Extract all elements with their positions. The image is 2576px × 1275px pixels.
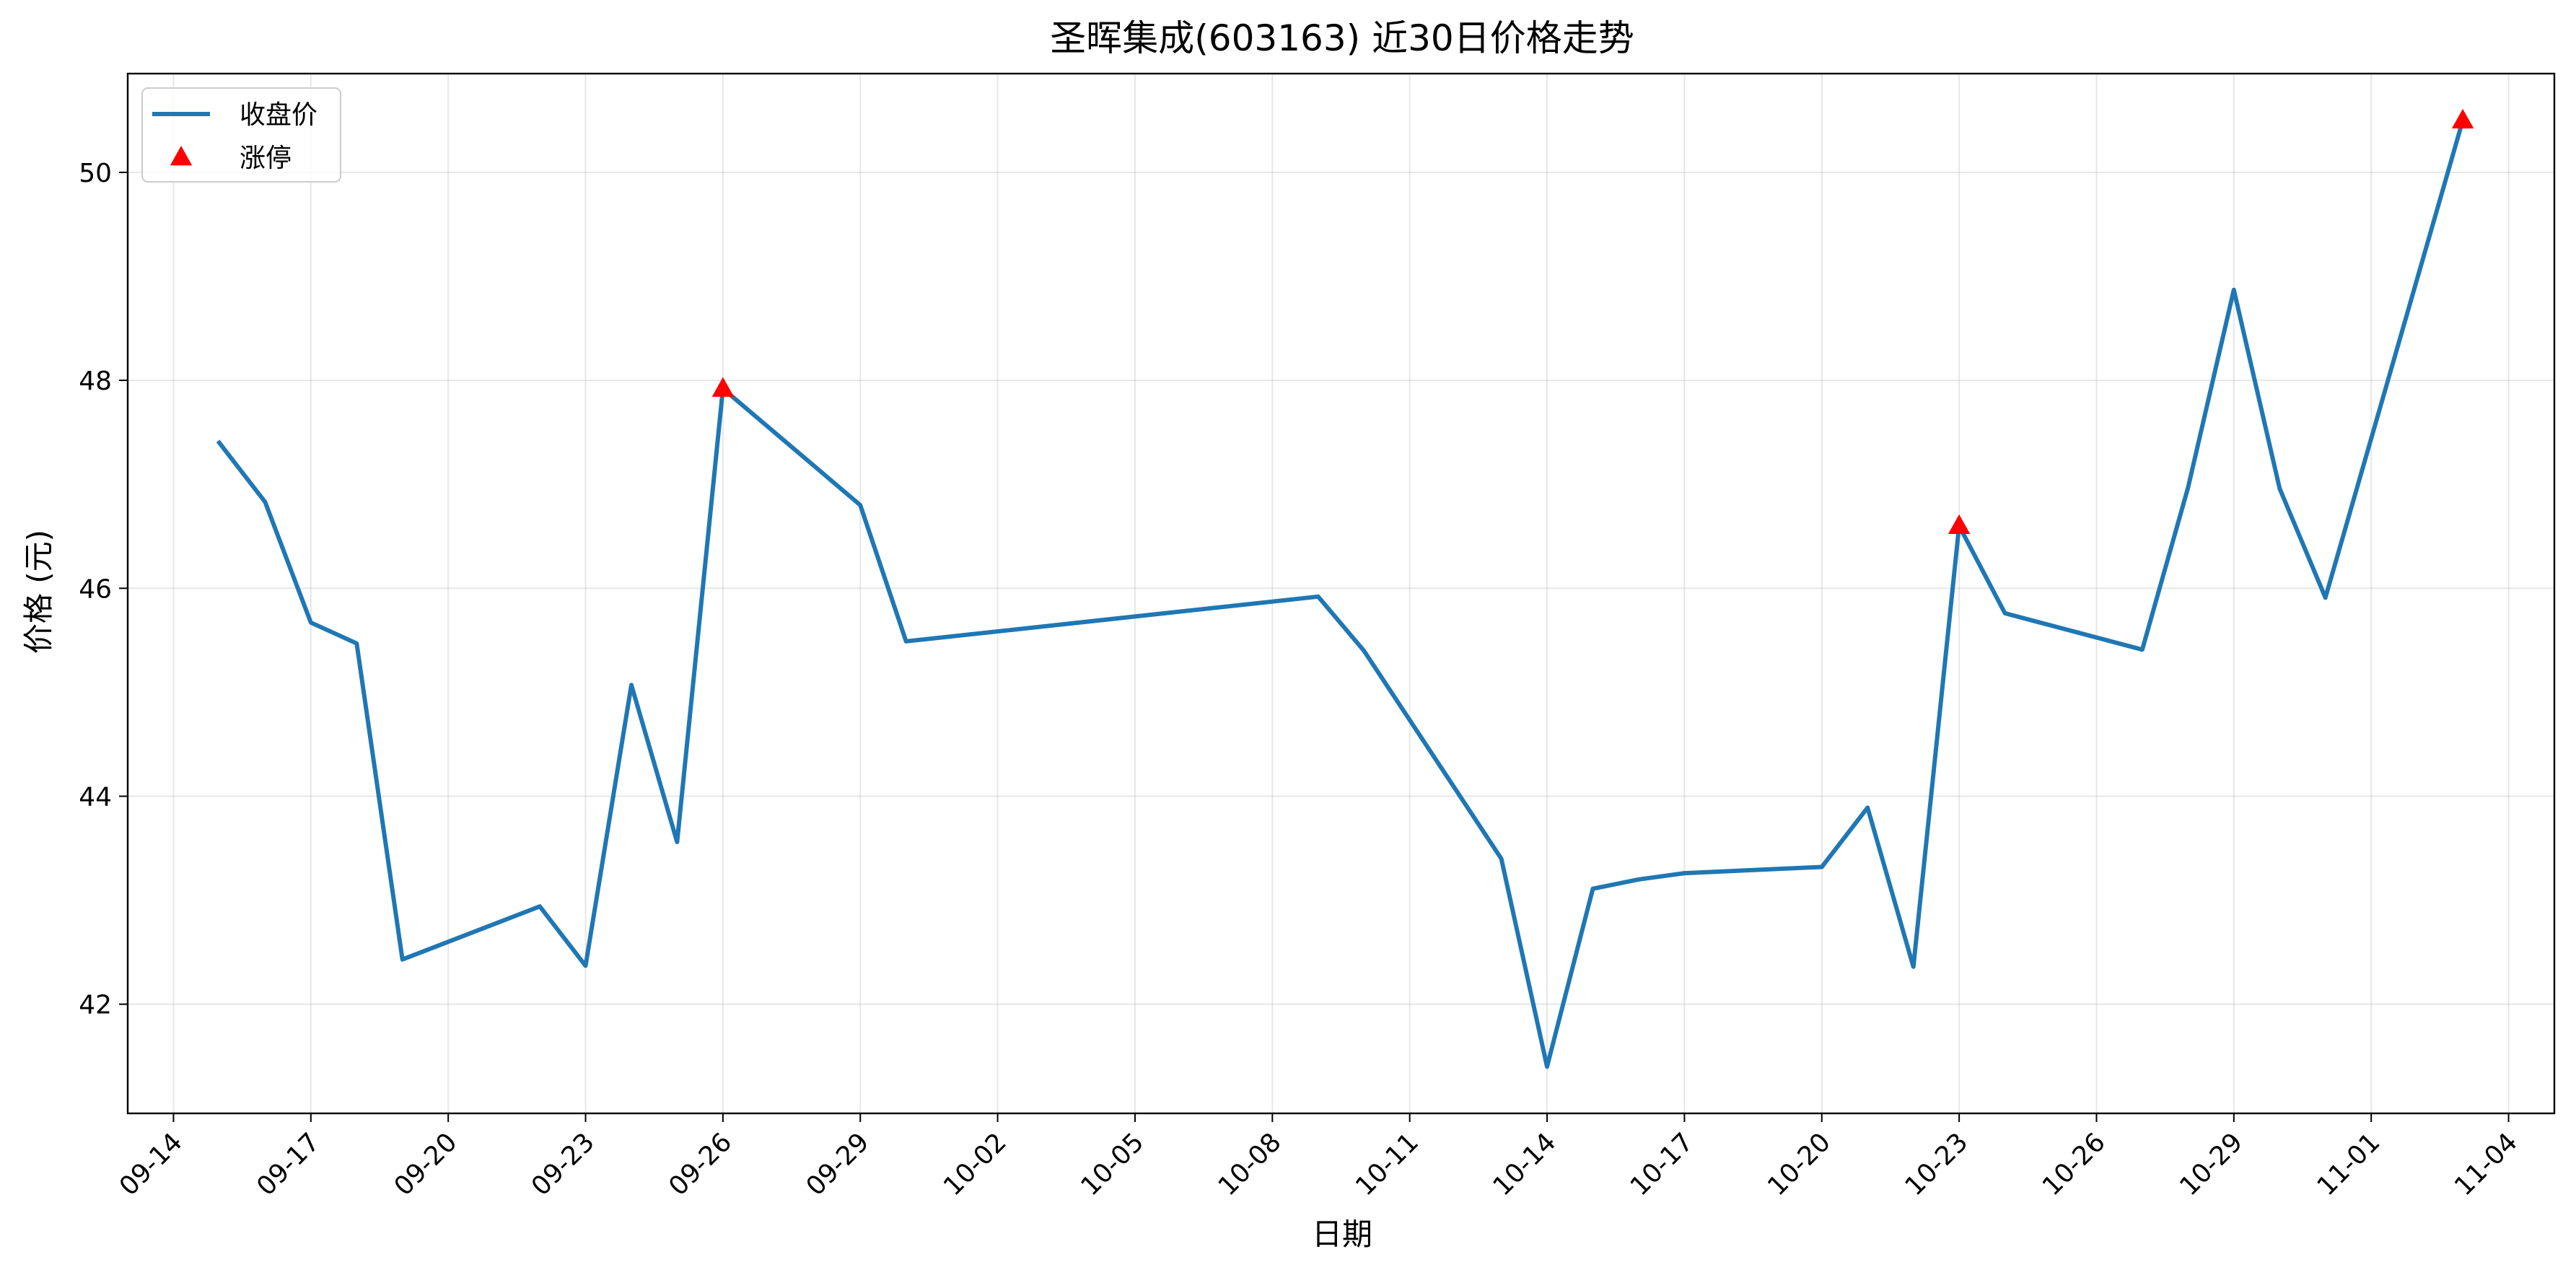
y-tick-label: 42: [79, 991, 112, 1020]
x-axis-label: 日期: [1312, 1217, 1372, 1252]
close-price-line: [216, 118, 2466, 1069]
legend-box: [141, 87, 341, 183]
limit-up-marker: [1948, 514, 1971, 535]
y-axis-label: 价格 (元): [21, 530, 56, 654]
legend-label: 收盘价: [240, 100, 317, 130]
limit-up-marker: [711, 377, 735, 397]
legend-marker-swatch: [170, 146, 193, 166]
plot-area: [216, 108, 2474, 1069]
plot-frame: [126, 72, 2556, 1115]
y-tick-label: 48: [79, 367, 112, 396]
limit-up-marker: [2451, 108, 2474, 129]
y-tick-label: 46: [79, 574, 112, 604]
chart-title: 圣晖集成(603163) 近30日价格走势: [1050, 17, 1634, 59]
legend-label: 涨停: [240, 144, 292, 173]
grid: [128, 74, 2554, 1113]
y-tick-label: 50: [79, 159, 112, 188]
y-tick-label: 44: [79, 782, 112, 812]
